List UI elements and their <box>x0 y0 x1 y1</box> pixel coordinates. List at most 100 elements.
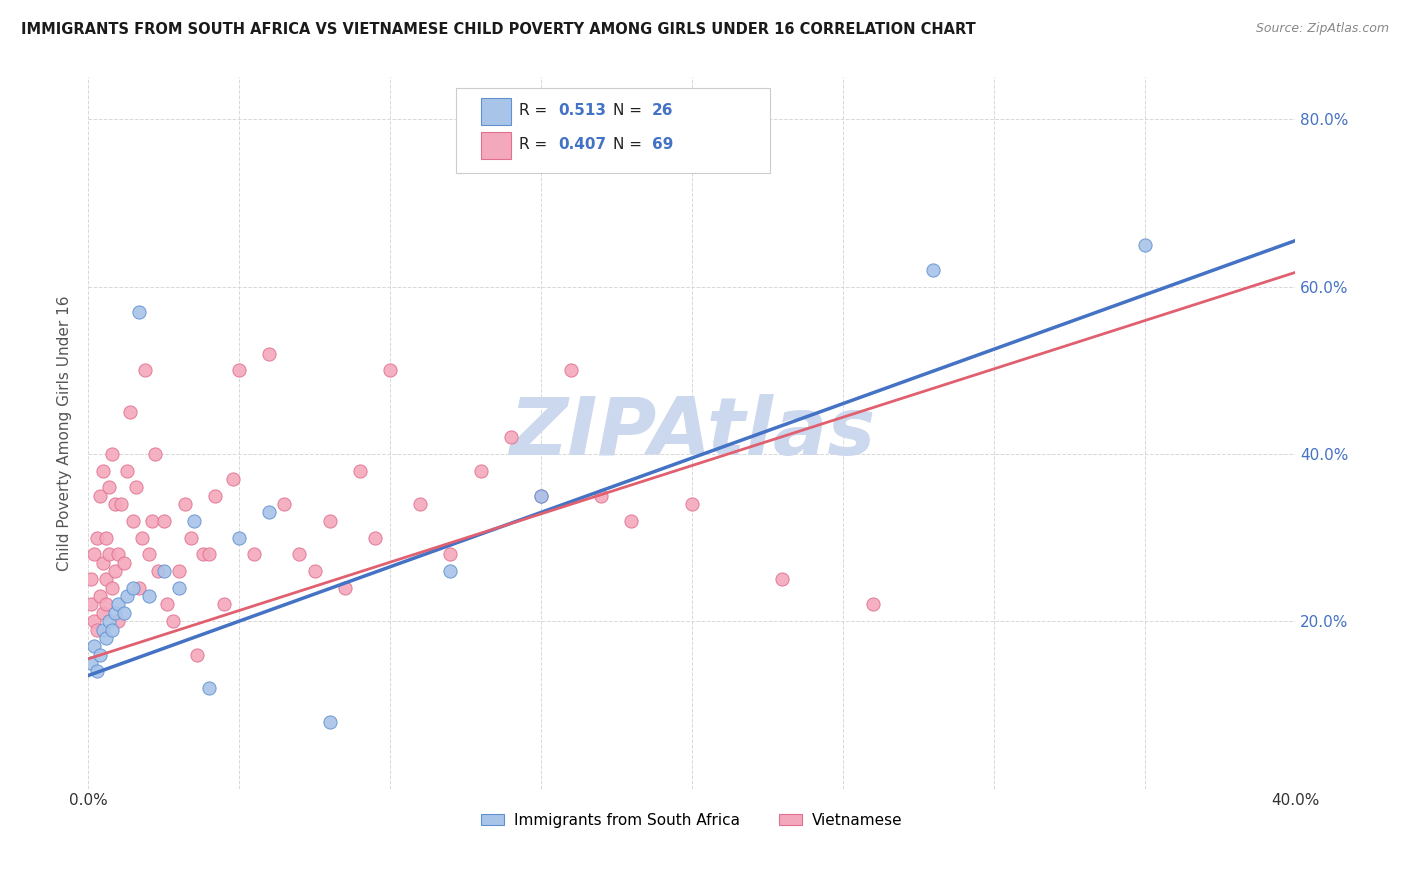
Point <box>101 623 124 637</box>
Point <box>183 514 205 528</box>
Point <box>122 581 145 595</box>
Point <box>409 497 432 511</box>
Point <box>89 489 111 503</box>
Point <box>83 640 105 654</box>
Point <box>499 430 522 444</box>
Point <box>212 598 235 612</box>
Point <box>104 606 127 620</box>
Point <box>91 556 114 570</box>
Point <box>318 514 340 528</box>
Point <box>112 606 135 620</box>
Point <box>91 464 114 478</box>
Point <box>198 681 221 695</box>
Point <box>162 614 184 628</box>
Point <box>180 531 202 545</box>
Text: 26: 26 <box>652 103 673 118</box>
Point <box>125 480 148 494</box>
Text: 0.407: 0.407 <box>558 137 606 153</box>
Text: R =: R = <box>519 103 553 118</box>
Point <box>439 547 461 561</box>
Point <box>349 464 371 478</box>
Point <box>620 514 643 528</box>
Point <box>364 531 387 545</box>
Point <box>122 514 145 528</box>
Point <box>862 598 884 612</box>
Point <box>152 514 174 528</box>
Point <box>120 405 142 419</box>
Text: N =: N = <box>613 103 647 118</box>
Point <box>128 581 150 595</box>
Point <box>107 614 129 628</box>
Point <box>922 263 945 277</box>
Point <box>560 363 582 377</box>
Point <box>91 623 114 637</box>
Point <box>191 547 214 561</box>
Point <box>96 573 118 587</box>
Text: 69: 69 <box>652 137 673 153</box>
Point <box>98 614 121 628</box>
Point <box>318 714 340 729</box>
Point <box>222 472 245 486</box>
Point <box>138 547 160 561</box>
Point <box>96 631 118 645</box>
Point <box>128 304 150 318</box>
Point <box>141 514 163 528</box>
Point <box>80 656 103 670</box>
Point <box>257 346 280 360</box>
Text: IMMIGRANTS FROM SOUTH AFRICA VS VIETNAMESE CHILD POVERTY AMONG GIRLS UNDER 16 CO: IMMIGRANTS FROM SOUTH AFRICA VS VIETNAME… <box>21 22 976 37</box>
Point <box>91 606 114 620</box>
Point <box>101 447 124 461</box>
Point <box>86 623 108 637</box>
FancyBboxPatch shape <box>481 98 510 125</box>
Point <box>104 564 127 578</box>
Text: N =: N = <box>613 137 647 153</box>
Point <box>134 363 156 377</box>
Point <box>530 489 553 503</box>
Point <box>98 547 121 561</box>
Point <box>304 564 326 578</box>
Point <box>257 506 280 520</box>
Point <box>83 614 105 628</box>
Point <box>333 581 356 595</box>
Point <box>530 489 553 503</box>
Point <box>591 489 613 503</box>
Point <box>156 598 179 612</box>
Point <box>110 497 132 511</box>
Point <box>107 598 129 612</box>
Point <box>104 497 127 511</box>
Point <box>198 547 221 561</box>
Point <box>173 497 195 511</box>
Point <box>470 464 492 478</box>
Point <box>138 589 160 603</box>
Point <box>1133 237 1156 252</box>
Point <box>89 648 111 662</box>
Point <box>101 581 124 595</box>
Point <box>96 598 118 612</box>
Point <box>167 581 190 595</box>
Point <box>143 447 166 461</box>
Point <box>80 598 103 612</box>
Point <box>273 497 295 511</box>
Point <box>288 547 311 561</box>
Point <box>228 363 250 377</box>
Point <box>86 665 108 679</box>
Text: R =: R = <box>519 137 553 153</box>
Point <box>112 556 135 570</box>
Point <box>117 589 139 603</box>
Point <box>186 648 208 662</box>
Point <box>243 547 266 561</box>
Point <box>89 589 111 603</box>
Point <box>228 531 250 545</box>
Point <box>86 531 108 545</box>
Point <box>439 564 461 578</box>
Text: ZIPAtlas: ZIPAtlas <box>509 394 875 472</box>
Point <box>681 497 703 511</box>
Text: Source: ZipAtlas.com: Source: ZipAtlas.com <box>1256 22 1389 36</box>
Point <box>167 564 190 578</box>
FancyBboxPatch shape <box>481 132 510 159</box>
Point <box>378 363 401 377</box>
Text: 0.513: 0.513 <box>558 103 606 118</box>
Point <box>131 531 153 545</box>
Point <box>96 531 118 545</box>
Point <box>98 480 121 494</box>
